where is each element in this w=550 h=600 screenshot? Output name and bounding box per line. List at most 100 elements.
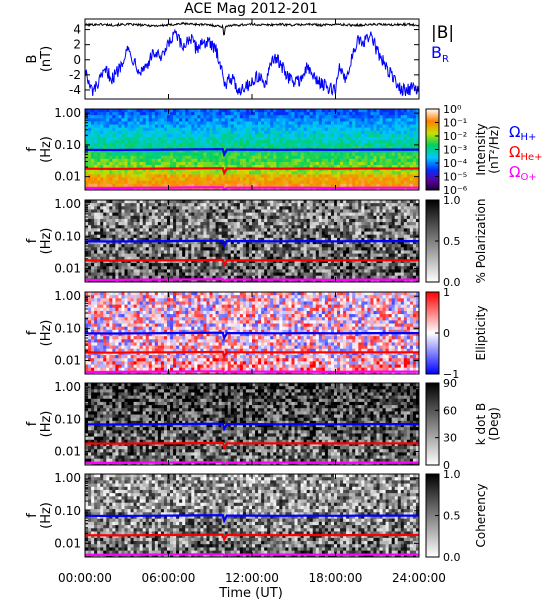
heatmap-cell [255, 218, 259, 223]
heatmap-cell [364, 130, 368, 135]
heatmap-cell [415, 244, 420, 248]
heatmap-cell [282, 215, 286, 220]
heatmap-cell [403, 206, 408, 210]
heatmap-cell [303, 237, 308, 242]
heatmap-cell [206, 231, 210, 236]
heatmap-cell [100, 209, 104, 214]
heatmap-cell [197, 140, 201, 144]
heatmap-cell [112, 146, 116, 150]
heatmap-cell [394, 228, 399, 233]
heatmap-cell [197, 241, 201, 245]
heatmap-cell [358, 133, 362, 138]
heatmap-cell [276, 247, 280, 251]
heatmap-cell [148, 127, 153, 132]
heatmap-cell [170, 118, 174, 122]
heatmap-cell [409, 121, 414, 126]
heatmap-cell [233, 143, 238, 147]
heatmap-cell [343, 121, 347, 126]
heatmap-cell [151, 234, 156, 239]
heatmap-cell [227, 228, 232, 233]
heatmap-cell [88, 137, 92, 141]
heatmap-cell [406, 203, 411, 207]
heatmap-cell [121, 124, 125, 129]
heatmap-cell [200, 165, 204, 169]
heatmap-cell [227, 250, 232, 255]
heatmap-cell [343, 203, 347, 207]
heatmap-cell [176, 137, 180, 141]
heatmap-cell [182, 165, 186, 169]
heatmap-cell [394, 234, 399, 239]
heatmap-cell [215, 121, 220, 126]
heatmap-cell [176, 158, 180, 163]
heatmap-cell [242, 256, 247, 261]
heatmap-cell [294, 206, 299, 210]
heatmap-cell [288, 222, 292, 226]
heatmap-cell [88, 250, 92, 255]
heatmap-cell [142, 231, 147, 236]
heatmap-cell [364, 247, 368, 251]
heatmap-cell [145, 165, 150, 169]
heatmap-cell [163, 212, 168, 217]
heatmap-cell [264, 183, 268, 188]
heatmap-cell [145, 161, 150, 166]
heatmap-cell [151, 152, 156, 157]
heatmap-cell [121, 253, 125, 258]
heatmap-cell [130, 171, 135, 175]
heatmap-cell [309, 165, 314, 169]
heatmap-cell [376, 180, 381, 185]
heatmap-cell [415, 127, 420, 132]
heatmap-cell [252, 118, 256, 122]
heatmap-cell [151, 250, 156, 255]
heatmap-cell [370, 149, 374, 154]
heatmap-cell [391, 183, 396, 188]
heatmap-cell [361, 155, 365, 160]
heatmap-cell [397, 109, 402, 113]
heatmap-cell [157, 183, 162, 188]
heatmap-cell [88, 215, 92, 220]
heatmap-cell [312, 228, 317, 233]
heatmap-cell [367, 253, 371, 258]
heatmap-cell [212, 256, 217, 261]
heatmap-cell [130, 140, 135, 144]
heatmap-cell [157, 218, 162, 223]
heatmap-cell [285, 228, 289, 233]
heatmap-cell [185, 209, 189, 214]
heatmap-cell [133, 158, 138, 163]
heatmap-cell [221, 137, 226, 141]
heatmap-cell [109, 206, 113, 210]
heatmap-cell [276, 241, 280, 245]
heatmap-cell [118, 146, 122, 150]
heatmap-cell [203, 155, 207, 160]
heatmap-cell [212, 137, 217, 141]
heatmap-cell [367, 241, 371, 245]
heatmap-cell [349, 133, 353, 138]
heatmap-cell [367, 237, 371, 242]
heatmap-cell [112, 215, 116, 220]
heatmap-cell [106, 130, 110, 135]
heatmap-cell [112, 152, 116, 157]
heatmap-cell [333, 155, 338, 160]
heatmap-cell [376, 155, 381, 160]
heatmap-cell [400, 146, 405, 150]
heatmap-cell [206, 124, 210, 129]
heatmap-cell [315, 225, 320, 229]
heatmap-cell [163, 146, 168, 150]
heatmap-cell [337, 109, 341, 113]
heatmap-cell [324, 174, 329, 179]
heatmap-cell [394, 253, 399, 258]
heatmap-cell [346, 146, 350, 150]
heatmap-cell [91, 180, 95, 185]
heatmap-cell [364, 237, 368, 242]
heatmap-cell [239, 203, 244, 207]
heatmap-cell [406, 155, 411, 160]
heatmap-cell [330, 168, 335, 172]
heatmap-cell [264, 228, 268, 233]
heatmap-cell [273, 180, 277, 185]
heatmap-cell [242, 155, 247, 160]
heatmap-cell [118, 231, 122, 236]
heatmap-cell [179, 212, 183, 217]
heatmap-cell [242, 215, 247, 220]
heatmap-cell [185, 152, 189, 157]
heatmap-cell [361, 161, 365, 166]
heatmap-cell [303, 109, 308, 113]
